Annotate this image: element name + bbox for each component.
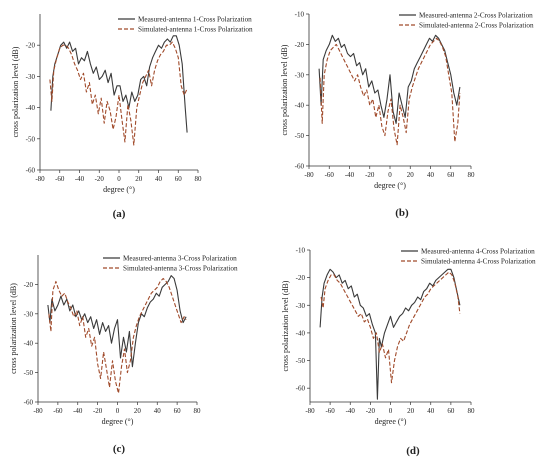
measured-series-line bbox=[319, 268, 461, 400]
measured-series-line bbox=[47, 275, 187, 368]
x-tick-label: 40 bbox=[155, 175, 163, 183]
x-tick-label: 40 bbox=[427, 407, 435, 415]
y-tick-label: -40 bbox=[295, 102, 305, 110]
measured-series-line bbox=[318, 34, 461, 124]
y-tick-label: -40 bbox=[26, 104, 36, 112]
panel-label: (a) bbox=[113, 208, 126, 220]
x-tick-label: 20 bbox=[135, 175, 143, 183]
x-tick-label: 0 bbox=[388, 171, 392, 179]
legend-entry: Measured-antenna 2-Cross Polarization bbox=[419, 12, 533, 20]
x-tick-label: 60 bbox=[447, 171, 455, 179]
measured-series-line bbox=[50, 35, 188, 133]
y-tick-label: -60 bbox=[26, 167, 36, 175]
x-tick-label: -40 bbox=[73, 407, 83, 415]
y-tick-label: -20 bbox=[24, 281, 34, 289]
x-tick-label: -80 bbox=[305, 407, 315, 415]
simulated-series-line bbox=[49, 41, 188, 146]
y-tick-label: -20 bbox=[295, 41, 305, 49]
x-tick-label: -40 bbox=[345, 171, 355, 179]
x-tick-label: -40 bbox=[75, 175, 85, 183]
x-axis-title: degree (°) bbox=[102, 417, 134, 426]
legend-entry: Measured-antenna 3-Cross Polarization bbox=[123, 255, 237, 263]
x-tick-label: 80 bbox=[468, 407, 476, 415]
y-tick-label: -50 bbox=[296, 357, 306, 365]
y-tick-label: -30 bbox=[24, 310, 34, 318]
y-axis-title: cross polarization level (dB) bbox=[9, 283, 18, 374]
x-tick-label: 80 bbox=[468, 171, 476, 179]
x-tick-label: 80 bbox=[194, 407, 202, 415]
x-tick-label: 60 bbox=[447, 407, 455, 415]
x-tick-label: -40 bbox=[346, 407, 356, 415]
x-axis-title: degree (°) bbox=[103, 185, 135, 194]
y-tick-label: -10 bbox=[295, 11, 305, 19]
legend-entry: Simulated-antenna 4-Cross Polarization bbox=[421, 258, 536, 266]
y-tick-label: -20 bbox=[26, 42, 36, 50]
x-tick-label: -20 bbox=[365, 171, 375, 179]
panel-label: (c) bbox=[113, 443, 126, 455]
x-tick-label: 0 bbox=[389, 407, 393, 415]
x-tick-label: -20 bbox=[366, 407, 376, 415]
x-axis-title: degree (°) bbox=[374, 181, 406, 190]
x-tick-label: 20 bbox=[407, 171, 415, 179]
x-tick-label: 60 bbox=[174, 407, 182, 415]
y-tick-label: -30 bbox=[26, 73, 36, 81]
y-tick-label: -60 bbox=[295, 163, 305, 171]
x-tick-label: -80 bbox=[304, 171, 314, 179]
legend-entry: Simulated-antenna 3-Cross Polarization bbox=[123, 265, 238, 273]
chart-panel: -80 -60 -40 -20 0 20 40 60 80-20-30-40-50-60degr… bbox=[11, 14, 253, 220]
legend-entry: Simulated-antenna 1-Cross Polarization bbox=[138, 26, 253, 34]
legend-entry: Measured-antenna 1-Cross Polarization bbox=[138, 16, 252, 24]
x-tick-label: -60 bbox=[55, 175, 65, 183]
chart-panel: -80 -60 -40 -20 0 20 40 60 80 -10 -20 -30 -40 -50 -60 d… bbox=[281, 247, 536, 458]
y-tick-label: -50 bbox=[26, 135, 36, 143]
x-tick-label: -60 bbox=[325, 407, 335, 415]
y-tick-label: -60 bbox=[24, 399, 34, 407]
y-axis-title: cross polarization level (dB) bbox=[11, 46, 20, 137]
y-tick-label: -10 bbox=[296, 247, 306, 255]
x-tick-label: -20 bbox=[95, 175, 105, 183]
simulated-series-line bbox=[320, 271, 461, 384]
y-tick-label: -30 bbox=[295, 71, 305, 79]
x-tick-label: 40 bbox=[154, 407, 162, 415]
y-tick-label: -60 bbox=[296, 385, 306, 393]
x-tick-label: 60 bbox=[175, 175, 183, 183]
simulated-series-line bbox=[319, 37, 461, 146]
x-axis-title: degree (°) bbox=[375, 417, 407, 426]
panel-label: (d) bbox=[406, 445, 420, 457]
x-tick-label: -80 bbox=[35, 175, 45, 183]
y-tick-label: -40 bbox=[24, 340, 34, 348]
y-tick-label: -50 bbox=[24, 369, 34, 377]
x-tick-label: 80 bbox=[195, 175, 203, 183]
chart-panel: -80 -60 -40 -20 0 20 40 60 80-10-20-30-40-50-60d… bbox=[280, 11, 534, 220]
x-tick-label: -80 bbox=[33, 407, 43, 415]
x-tick-label: 20 bbox=[134, 407, 142, 415]
chart-panel: -80 -60 -40 -20 0 20 40 60 80-20-30-40-50-60degr… bbox=[9, 255, 238, 456]
legend-entry: Simulated-antenna 2-Cross Polarization bbox=[419, 22, 534, 30]
x-tick-label: 20 bbox=[407, 407, 415, 415]
x-tick-label: 0 bbox=[117, 175, 121, 183]
simulated-series-line bbox=[48, 277, 187, 394]
x-tick-label: -60 bbox=[53, 407, 63, 415]
legend-entry: Measured-antenna 4-Cross Polarization bbox=[421, 248, 535, 256]
y-tick-label: -40 bbox=[296, 329, 306, 337]
panel-label: (b) bbox=[395, 207, 409, 219]
y-axis-title: cross polarization level (dB) bbox=[281, 280, 290, 371]
x-tick-label: 0 bbox=[116, 407, 120, 415]
y-axis-title: cross polarization level (dB) bbox=[280, 44, 289, 135]
y-tick-label: -30 bbox=[296, 302, 306, 310]
y-tick-label: -50 bbox=[295, 132, 305, 140]
x-tick-label: -60 bbox=[325, 171, 335, 179]
x-tick-label: -20 bbox=[93, 407, 103, 415]
x-tick-label: 40 bbox=[427, 171, 435, 179]
y-tick-label: -20 bbox=[296, 274, 306, 282]
